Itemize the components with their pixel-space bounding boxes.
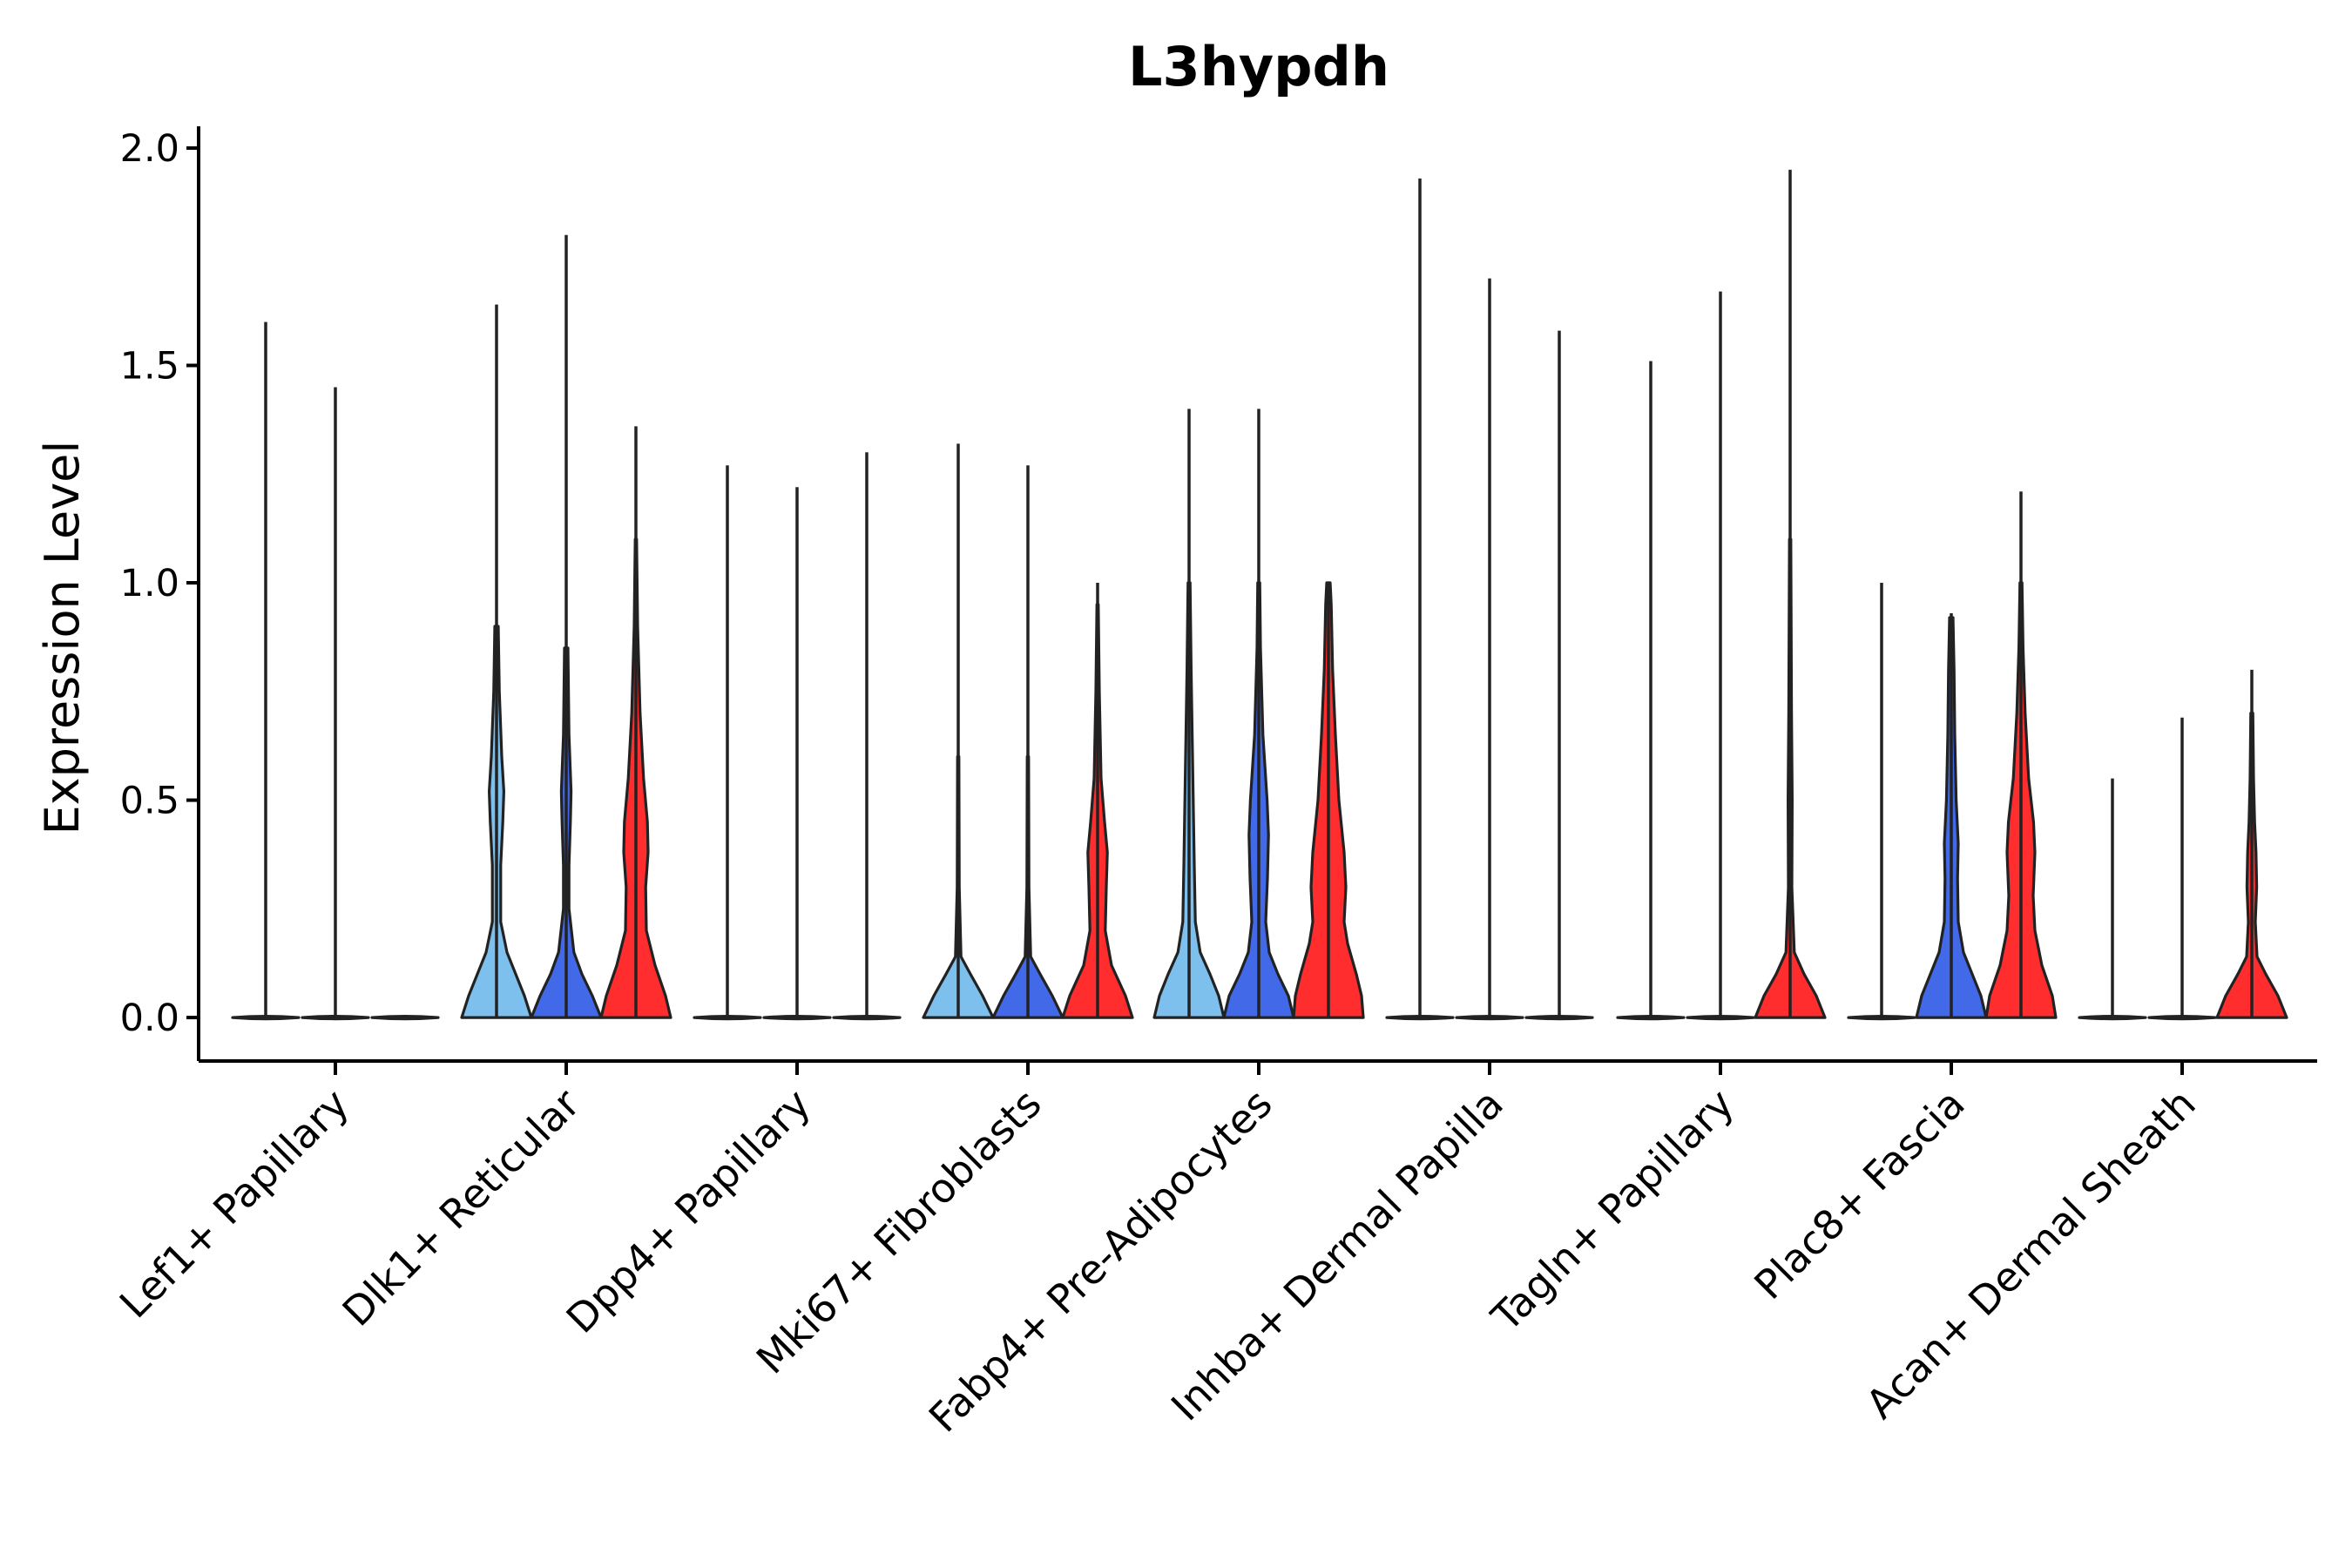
x-tick-label: Dpp4+ Papillary: [558, 1080, 820, 1342]
x-tick-label: Dlk1+ Reticular: [334, 1080, 589, 1335]
x-tick-label: Lef1+ Papillary: [111, 1080, 358, 1328]
y-tick-label: 1.5: [120, 344, 179, 388]
violin-layer: [231, 169, 2288, 1021]
y-tick-label: 0.5: [120, 780, 179, 823]
chart-title: L3hypdh: [1128, 35, 1389, 98]
y-tick-label: 2.0: [120, 127, 179, 171]
x-tick-label: Tagln+ Papillary: [1482, 1080, 1743, 1342]
y-ticks: 0.0 0.5 1.0 1.5 2.0: [120, 127, 199, 1040]
y-axis-label: Expression Level: [35, 441, 90, 835]
x-tick-label: Plac8+ Fascia: [1745, 1080, 1973, 1308]
y-tick-label: 1.0: [120, 562, 179, 605]
violin-flat: [370, 1015, 440, 1021]
y-tick-label: 0.0: [120, 997, 179, 1040]
